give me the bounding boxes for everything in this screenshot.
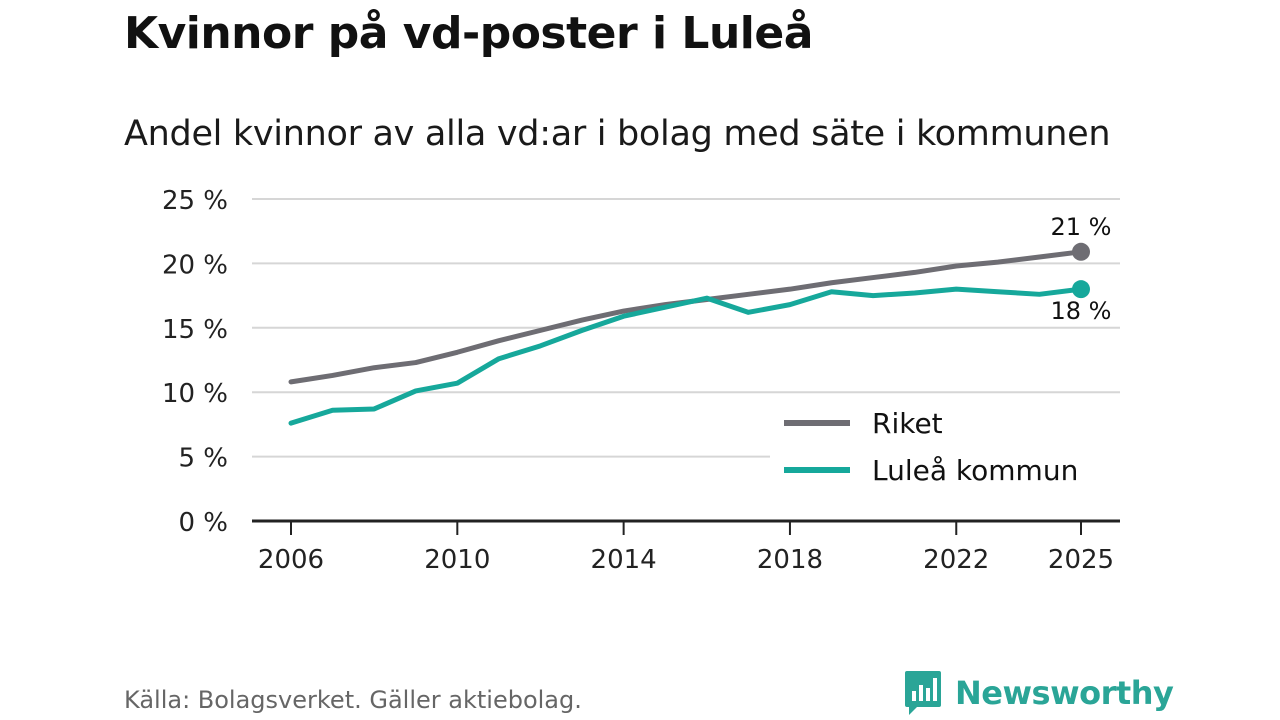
- source-note: Källa: Bolagsverket. Gäller aktiebolag.: [124, 686, 582, 714]
- y-tick-label-25: 25 %: [162, 186, 228, 216]
- series-line-lule-kommun: [288, 286, 1084, 426]
- grid-lines: [252, 198, 1120, 458]
- chart-subtitle: Andel kvinnor av alla vd:ar i bolag med …: [124, 114, 1111, 154]
- x-tick-label-2025: 2025: [1048, 545, 1114, 575]
- brand-name: Newsworthy: [955, 674, 1174, 712]
- series-line-riket: [288, 249, 1084, 385]
- x-tick-label-2014: 2014: [591, 545, 657, 575]
- y-tick-label-0: 0 %: [178, 508, 228, 538]
- x-tick-label-2018: 2018: [757, 545, 823, 575]
- y-tick-label-15: 15 %: [162, 315, 228, 345]
- x-tick-label-2022: 2022: [923, 545, 989, 575]
- end-point-riket: [1072, 242, 1090, 261]
- y-tick-label-10: 10 %: [162, 379, 228, 409]
- x-tick-label-2010: 2010: [424, 545, 490, 575]
- x-axis: 2006 2010 2014 2018 2022 2025: [252, 519, 1120, 575]
- legend-label-lule-kommun: Luleå kommun: [872, 454, 1078, 487]
- legend-label-riket: Riket: [872, 407, 943, 440]
- bar-chart-speech-bubble-icon: [905, 671, 941, 715]
- chart-title: Kvinnor på vd-poster i Luleå: [124, 8, 813, 59]
- y-axis: 0 % 5 % 10 % 15 % 20 % 25 %: [162, 186, 228, 538]
- x-tick-label-2006: 2006: [258, 545, 324, 575]
- legend: Riket Luleå kommun: [770, 407, 1120, 496]
- y-tick-label-20: 20 %: [162, 250, 228, 280]
- end-point-lule-kommun: [1072, 280, 1090, 299]
- end-label-lule-kommun: 18 %: [1051, 297, 1112, 325]
- y-tick-label-5: 5 %: [178, 444, 228, 474]
- end-label-riket: 21 %: [1051, 213, 1112, 241]
- brand-logo: Newsworthy: [903, 670, 1174, 716]
- series-lines: 21 % 18 %: [288, 213, 1112, 426]
